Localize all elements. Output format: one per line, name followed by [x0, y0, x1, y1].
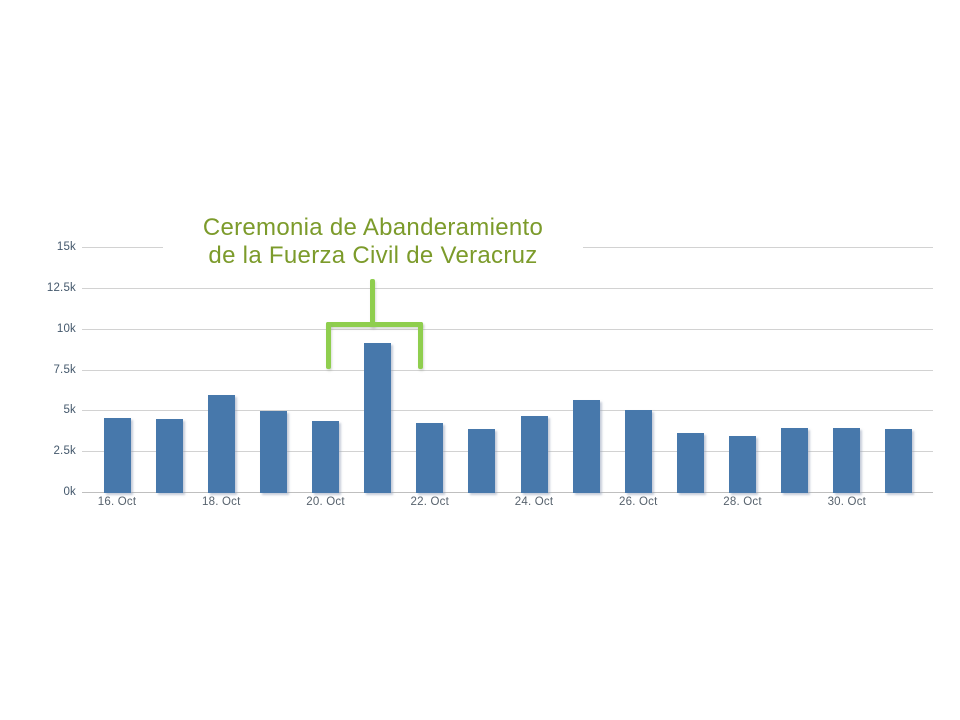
bar-24. Oct [520, 416, 548, 493]
x-axis-label-26. Oct: 26. Oct [619, 496, 658, 508]
gridline-7.5k [82, 369, 933, 371]
bar-16. Oct [103, 418, 131, 493]
x-axis-label-18. Oct: 18. Oct [202, 496, 241, 508]
bar-31. Oct [885, 429, 913, 493]
bar-27. Oct [676, 433, 704, 493]
bar-23. Oct [468, 429, 496, 493]
y-axis-label-15k: 15k [56, 241, 76, 253]
bar-19. Oct [259, 411, 287, 493]
y-axis-label-7.5k: 7.5k [53, 363, 76, 376]
gridline-12.5k [82, 287, 933, 289]
x-axis-label-20. Oct: 20. Oct [306, 496, 345, 508]
y-axis-label-5k: 5k [63, 404, 76, 417]
bar-28. Oct [729, 436, 757, 493]
gridline-10k [82, 328, 933, 330]
annotation-bracket-stem [370, 279, 375, 327]
bar-chart-plot-area [82, 247, 933, 493]
bar-25. Oct [572, 400, 600, 493]
annotation-bracket-left-leg [326, 322, 331, 369]
y-axis-label-2.5k: 2.5k [53, 445, 76, 458]
x-axis-label-24. Oct: 24. Oct [514, 496, 554, 508]
x-axis-label-30. Oct: 30. Oct [827, 496, 867, 508]
bar-29. Oct [781, 428, 809, 493]
y-axis-label-0k: 0k [63, 486, 76, 498]
annotation-bracket-bar [326, 322, 423, 327]
bar-21. Oct [364, 343, 392, 493]
bar-22. Oct [416, 423, 444, 493]
bar-17. Oct [155, 419, 183, 493]
y-axis-label-12.5k: 12.5k [46, 281, 76, 294]
gridline-5k [82, 410, 933, 412]
annotation-line1: Ceremonia de Abanderamiento [202, 214, 544, 241]
annotation-line2: de la Fuerza Civil de Veracruz [208, 242, 538, 269]
gridline-0k [82, 492, 933, 493]
x-axis-label-16. Oct: 16. Oct [97, 496, 137, 508]
x-axis-label-22. Oct: 22. Oct [410, 496, 449, 508]
bar-30. Oct [833, 428, 861, 493]
y-axis-label-10k: 10k [56, 322, 76, 335]
annotation-title: Ceremonia de Abanderamiento de la Fuerza… [163, 210, 583, 276]
bar-18. Oct [207, 395, 235, 493]
gridline-2.5k [82, 451, 933, 453]
bar-26. Oct [624, 410, 652, 493]
annotation-bracket-right-leg [418, 322, 423, 369]
x-axis-label-28. Oct: 28. Oct [723, 496, 762, 508]
bar-20. Oct [312, 421, 340, 493]
